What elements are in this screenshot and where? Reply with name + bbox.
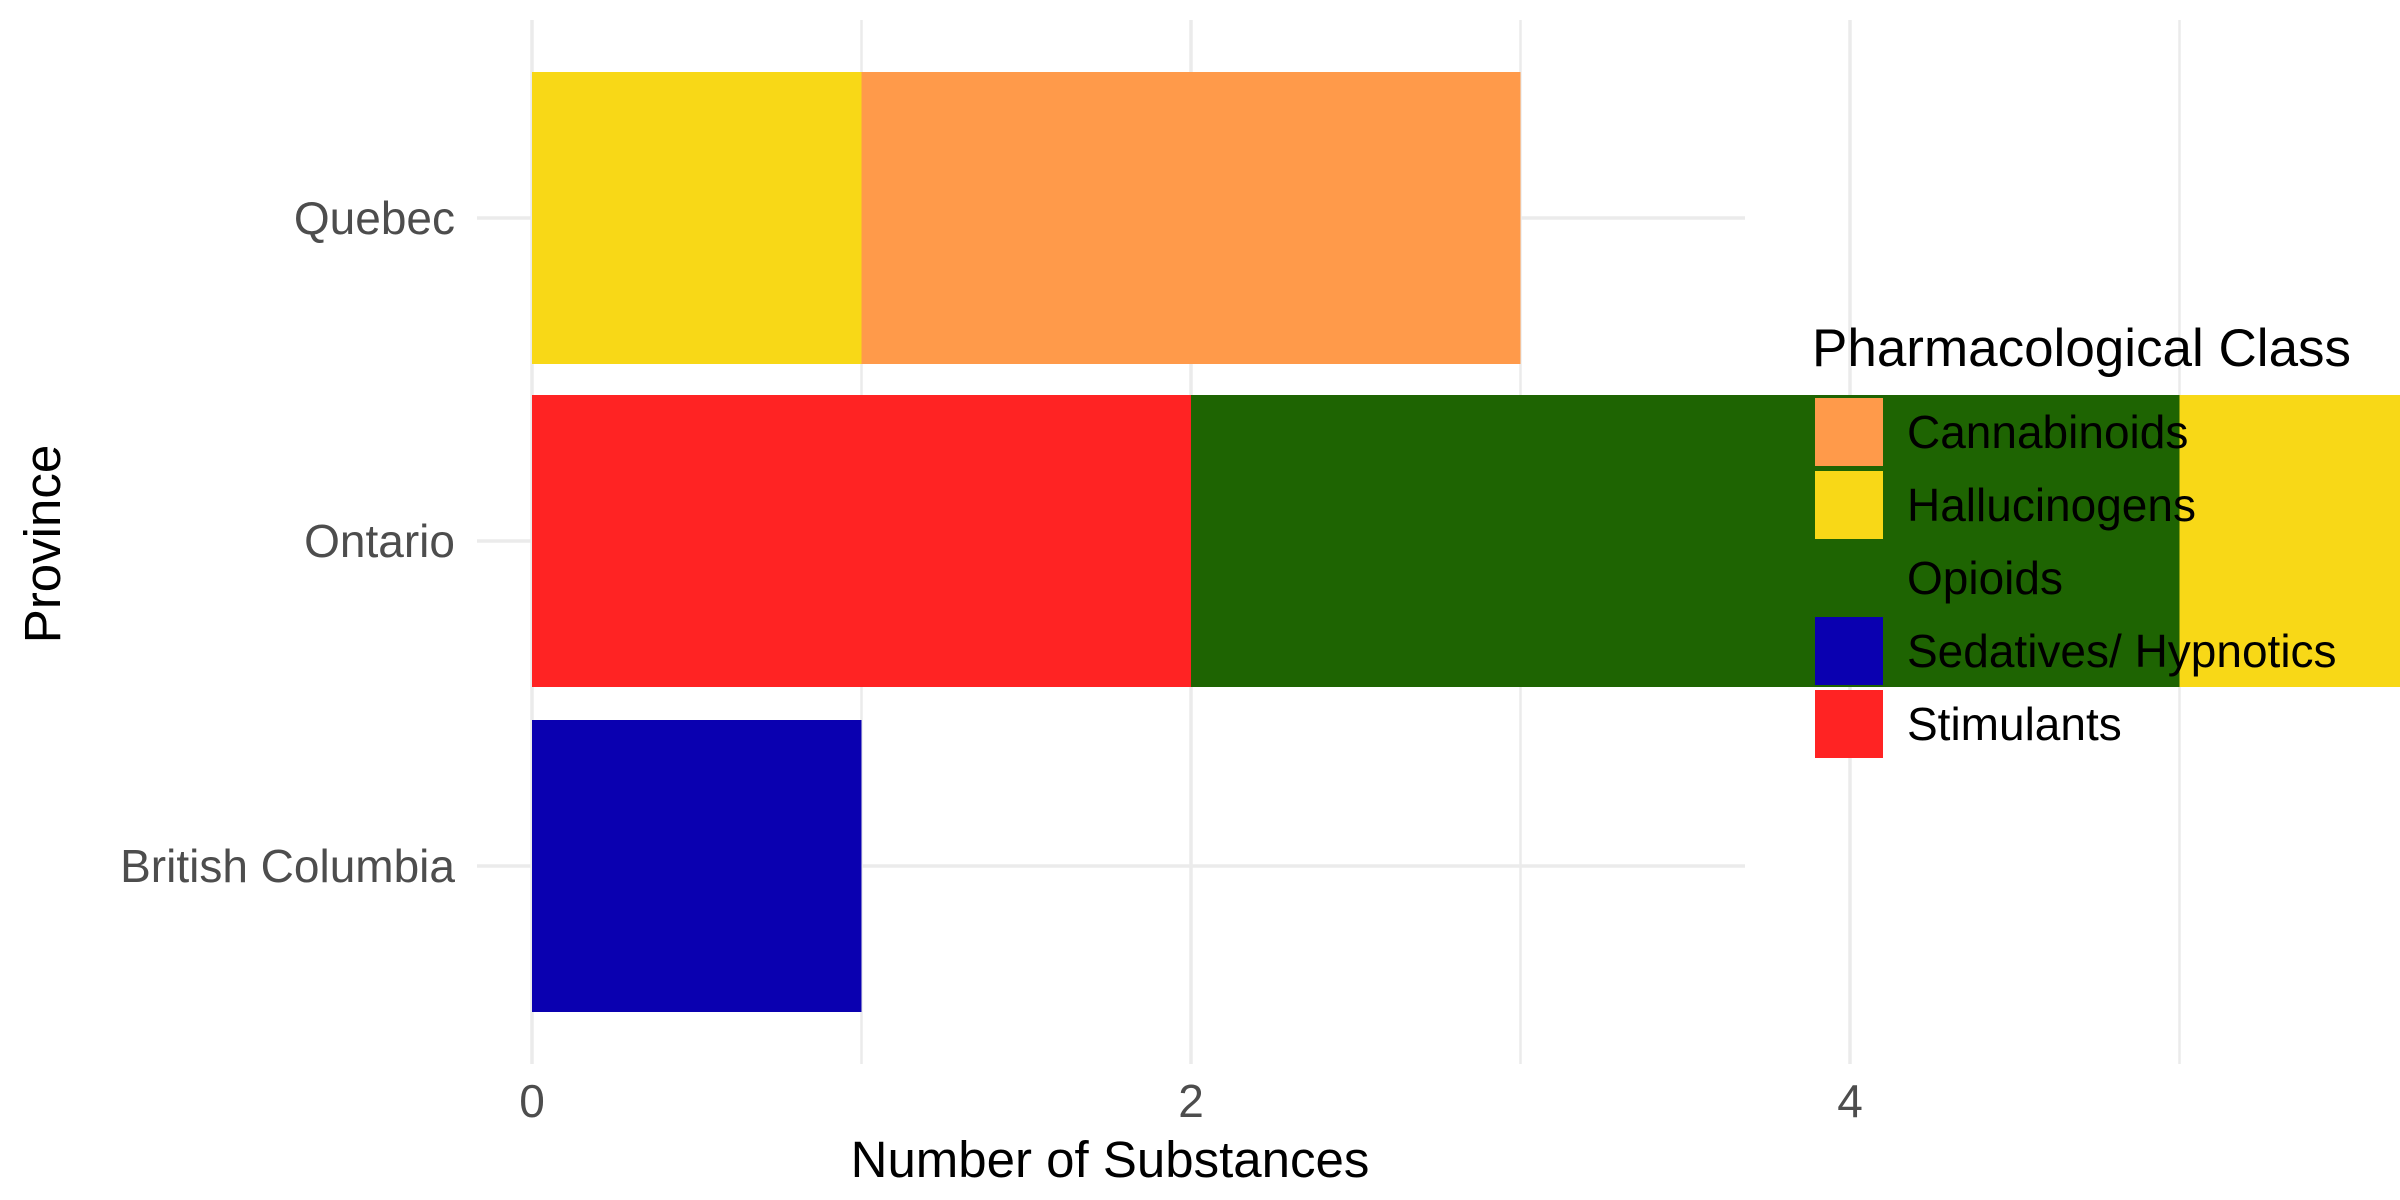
bar-quebec-cannabinoids: [861, 72, 1521, 364]
x-tick-label-0: 0: [519, 1075, 545, 1127]
bar-quebec-hallucinogens: [532, 72, 862, 364]
legend-key-stimulants: [1815, 690, 1883, 758]
y-tick-label-ontario: Ontario: [304, 515, 455, 567]
x-tick-label-4: 4: [1837, 1075, 1863, 1127]
bar-british-columbia-sedatives-hypnotics: [532, 720, 862, 1012]
legend-key-sedatives-hypnotics: [1815, 617, 1883, 685]
legend-items: Cannabinoids Hallucinogens Opioids Sedative…: [1815, 398, 2337, 758]
bar-ontario-opioids: [1191, 395, 2180, 687]
legend-label-sedatives-hypnotics: Sedatives/ Hypnotics: [1907, 625, 2337, 677]
legend-label-stimulants: Stimulants: [1907, 698, 2122, 750]
y-tick-label-quebec: Quebec: [294, 192, 455, 244]
legend-label-opioids: Opioids: [1907, 552, 2063, 604]
bar-ontario-hallucinogens: [2179, 395, 2400, 687]
legend-key-cannabinoids: [1815, 398, 1883, 466]
bar-ontario-stimulants: [532, 395, 1191, 687]
y-axis-tick-labels: British Columbia Ontario Quebec: [120, 192, 455, 892]
y-tick-label-british-columbia: British Columbia: [120, 840, 455, 892]
x-tick-label-2: 2: [1178, 1075, 1204, 1127]
x-axis-tick-labels: 0246: [519, 1075, 1863, 1127]
legend-key-hallucinogens: [1815, 471, 1883, 539]
x-axis-title: Number of Substances: [851, 1131, 1370, 1188]
legend-label-hallucinogens: Hallucinogens: [1907, 479, 2196, 531]
legend: Pharmacological Class Cannabinoids Halluc…: [1812, 319, 2351, 758]
bars: [532, 72, 2400, 1012]
legend-key-opioids: [1815, 544, 1883, 612]
legend-title: Pharmacological Class: [1812, 319, 2351, 378]
y-axis-title: Province: [14, 445, 71, 643]
legend-label-cannabinoids: Cannabinoids: [1907, 406, 2188, 458]
